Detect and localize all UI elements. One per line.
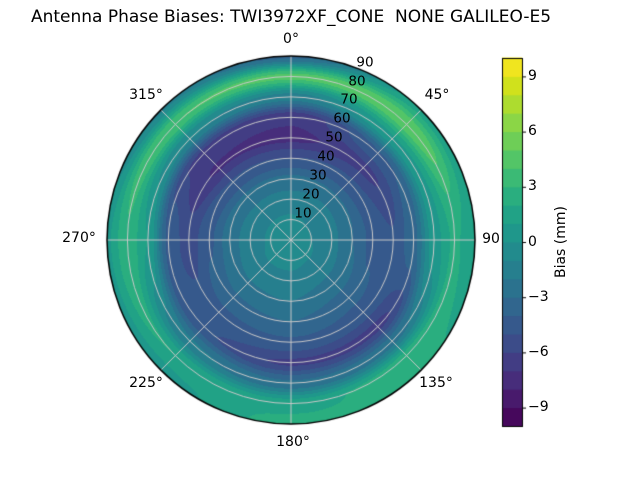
colorbar-tick-0: 0 (528, 234, 537, 250)
azimuth-label-135: 135° (419, 375, 453, 391)
colorbar-axis-label: Bias (mm) (553, 205, 569, 279)
radial-label-10: 10 (294, 205, 312, 222)
azimuth-label-315: 315° (129, 87, 163, 103)
azimuth-label-45: 45° (424, 87, 450, 103)
azimuth-label-270: 270° (62, 230, 96, 246)
radial-label-60: 60 (333, 110, 351, 127)
colorbar-tick-3: 3 (528, 178, 537, 194)
radial-label-30: 30 (309, 167, 327, 184)
colorbar-tick-6: 6 (528, 123, 537, 139)
radial-label-20: 20 (302, 186, 320, 203)
azimuth-label-0: 0° (283, 31, 299, 47)
radial-label-90: 90 (356, 54, 374, 71)
radial-label-40: 40 (317, 148, 335, 165)
colorbar-tick-minus-6: −6 (528, 344, 549, 360)
radial-label-80: 80 (348, 73, 366, 90)
colorbar-tick-9: 9 (528, 68, 537, 84)
azimuth-label-180: 180° (276, 434, 310, 450)
colorbar-tick-minus-9: −9 (528, 399, 549, 415)
azimuth-label-225: 225° (129, 375, 163, 391)
chart-title: Antenna Phase Biases: TWI3972XF_CONE NON… (30, 7, 552, 27)
radial-label-50: 50 (325, 129, 343, 146)
radial-label-70: 70 (340, 91, 358, 108)
azimuth-label-90: 90 (482, 231, 500, 247)
colorbar-tick-minus-3: −3 (528, 289, 549, 305)
